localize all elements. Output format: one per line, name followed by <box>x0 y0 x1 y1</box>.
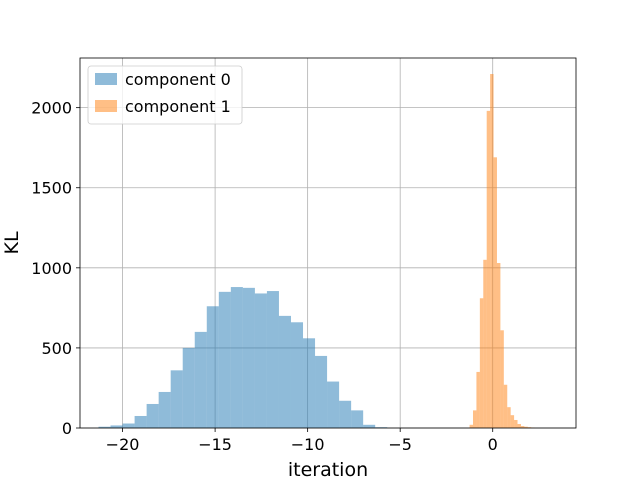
axis-ticks: −20 −15 −10 −5 0 0 500 1000 1500 2000 <box>31 99 498 454</box>
histogram-bar <box>375 427 388 428</box>
x-tick-label: −20 <box>106 435 140 454</box>
histogram-bar <box>363 424 376 428</box>
legend: component 0 component 1 <box>87 65 243 125</box>
histogram-bar <box>303 338 316 428</box>
y-axis-label: KL <box>1 231 23 254</box>
histogram-bar <box>218 291 231 428</box>
histogram-bar <box>524 426 528 428</box>
histogram-bar <box>520 426 525 428</box>
histogram-bar <box>206 306 219 428</box>
histogram-bar <box>315 355 328 428</box>
legend-box <box>87 65 243 125</box>
x-tick-label: −5 <box>388 435 412 454</box>
histogram-bar <box>266 291 279 428</box>
series-component-1 <box>469 74 535 428</box>
histogram-bar <box>254 293 267 428</box>
histogram-bar <box>122 423 135 428</box>
legend-swatch-component-0 <box>95 73 117 85</box>
histogram-bar <box>110 425 123 428</box>
histogram-bar <box>182 347 195 428</box>
legend-label-component-1: component 1 <box>125 97 231 116</box>
histogram-bar <box>134 415 147 428</box>
x-tick-label: −15 <box>198 435 232 454</box>
histogram-bar <box>507 407 511 428</box>
histogram-bar <box>194 331 207 428</box>
x-tick-label: 0 <box>488 435 498 454</box>
plot-frame <box>79 57 577 429</box>
histogram-bar <box>469 424 474 428</box>
histogram-bar <box>327 381 340 428</box>
histogram-bar <box>351 410 364 428</box>
x-axis-label: iteration <box>288 459 368 480</box>
legend-swatch-component-1 <box>95 100 117 112</box>
x-tick-label: −10 <box>291 435 325 454</box>
histogram-bar <box>98 426 111 428</box>
histogram-bar <box>510 415 515 428</box>
histogram-bar <box>158 391 171 428</box>
series-component-0 <box>98 287 388 428</box>
histogram-bar <box>490 74 494 428</box>
histogram-bar <box>473 410 477 428</box>
histogram-bar <box>483 259 487 428</box>
histogram-bar <box>146 403 159 428</box>
y-tick-label: 1000 <box>31 259 72 278</box>
y-tick-label: 1500 <box>31 179 72 198</box>
histogram-bar <box>476 371 480 428</box>
y-tick-label: 500 <box>41 339 72 358</box>
histogram-bar <box>503 384 508 428</box>
histogram-bar <box>486 110 491 428</box>
histogram-bar <box>500 330 504 428</box>
histogram-bar <box>479 298 484 428</box>
histogram-bar <box>527 427 532 428</box>
histogram-bar <box>496 263 501 428</box>
histogram-bar <box>170 370 183 428</box>
y-tick-label: 0 <box>62 419 72 438</box>
y-tick-label: 2000 <box>31 99 72 118</box>
histogram-bar <box>278 315 291 428</box>
histogram-bar <box>230 287 243 428</box>
histogram-bar <box>493 157 497 428</box>
histogram-bar <box>514 419 518 428</box>
histogram-bar <box>290 322 304 428</box>
histogram-bars <box>98 74 535 428</box>
histogram-bar <box>339 400 352 428</box>
histogram-bar <box>517 423 521 428</box>
histogram-bar <box>242 287 255 428</box>
legend-label-component-0: component 0 <box>125 70 231 89</box>
